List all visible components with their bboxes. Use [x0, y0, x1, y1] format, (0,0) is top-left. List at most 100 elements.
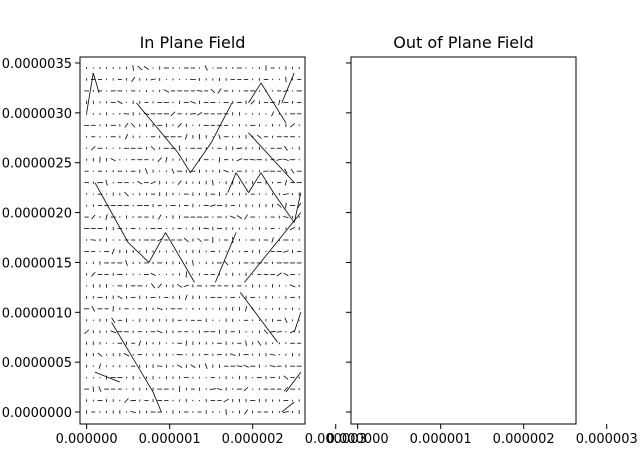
field-arrow: [143, 66, 149, 70]
field-arrow: [236, 215, 243, 219]
field-arrow: [98, 386, 102, 392]
field-arrow: [284, 168, 288, 174]
field-streak: [293, 192, 302, 223]
field-arrow: [124, 122, 129, 128]
right-plot-frame: [350, 56, 577, 425]
field-arrow: [244, 409, 249, 415]
field-arrow: [150, 181, 156, 185]
field-arrow: [283, 89, 289, 92]
field-streak: [227, 172, 237, 193]
field-arrow: [157, 283, 162, 289]
field-arrow: [196, 112, 203, 116]
field-arrow: [283, 375, 289, 380]
x-tick-label: 0.000000: [56, 432, 118, 447]
field-arrow: [243, 386, 249, 392]
field-arrow: [130, 410, 136, 414]
field-arrow: [177, 123, 182, 128]
field-arrow: [197, 237, 202, 243]
field-arrow: [289, 226, 296, 231]
field-arrow: [283, 272, 289, 277]
field-streak: [127, 242, 150, 263]
field-streak: [177, 152, 191, 173]
field-arrow: [150, 146, 156, 151]
field-arrow: [230, 215, 236, 219]
y-tick-label: 0.0000010: [2, 306, 72, 321]
field-arrow: [269, 365, 276, 368]
field-arrow: [157, 238, 163, 242]
field-arrow: [157, 214, 162, 220]
field-arrow: [210, 204, 216, 207]
field-arrow: [218, 134, 221, 140]
field-arrow: [117, 100, 123, 105]
field-streak: [152, 391, 162, 413]
field-arrow: [138, 340, 142, 346]
y-tick-label: 0.0000030: [2, 107, 72, 122]
field-streak: [136, 102, 179, 153]
field-arrow: [91, 214, 96, 220]
field-arrow: [110, 158, 116, 162]
field-arrow: [91, 272, 96, 277]
field-arrow: [189, 113, 196, 115]
y-tick-label: 0.0000005: [2, 356, 72, 371]
field-arrow: [216, 387, 223, 391]
field-streak: [94, 371, 121, 383]
y-tick-label: 0.0000000: [2, 406, 72, 421]
field-arrow: [98, 363, 102, 369]
field-streak: [244, 212, 302, 283]
field-arrow: [165, 156, 168, 163]
field-arrow: [203, 227, 209, 230]
field-streak: [111, 322, 154, 393]
field-streak: [260, 172, 274, 193]
field-arrow: [150, 78, 156, 81]
field-arrow: [125, 260, 128, 266]
field-arrow: [117, 295, 123, 300]
field-arrow: [223, 169, 229, 173]
field-arrow: [157, 157, 162, 163]
field-arrow: [283, 145, 288, 151]
field-arrow: [143, 112, 150, 116]
field-arrow: [156, 330, 163, 334]
field-arrow: [178, 145, 181, 152]
field-arrow: [184, 133, 188, 140]
field-arrow: [137, 65, 143, 71]
field-arrow: [204, 65, 208, 71]
field-arrow: [124, 398, 129, 403]
field-streak: [214, 232, 237, 283]
field-streak: [148, 232, 166, 263]
left-plot-title: In Plane Field: [140, 33, 246, 52]
field-streak: [190, 142, 212, 173]
field-arrow: [236, 147, 243, 149]
field-arrow: [183, 284, 189, 287]
field-arrow: [283, 216, 289, 219]
field-arrow: [177, 283, 183, 288]
field-arrow: [183, 237, 189, 243]
field-arrow: [263, 329, 269, 335]
x-tick-label: 0.000001: [410, 432, 472, 447]
field-arrow: [282, 193, 289, 196]
field-arrow: [137, 180, 143, 185]
field-arrow: [124, 134, 129, 140]
field-arrow: [250, 100, 255, 105]
field-arrow: [151, 283, 156, 289]
field-streak: [248, 132, 295, 183]
y-tick-label: 0.0000015: [2, 256, 72, 271]
x-tick-label: 0.000003: [576, 432, 638, 447]
left-vector-field: [84, 65, 302, 415]
right-y-axis: [346, 62, 351, 413]
field-arrow: [223, 398, 229, 403]
field-arrow: [111, 248, 115, 255]
field-arrow: [123, 352, 130, 357]
field-arrow: [236, 158, 243, 162]
field-arrow: [283, 158, 289, 161]
x-tick-label: 0.000002: [493, 432, 555, 447]
right-plot-title: Out of Plane Field: [393, 33, 534, 52]
field-arrow: [230, 353, 236, 356]
field-arrow: [177, 364, 183, 368]
x-tick-label: 0.000000: [327, 432, 389, 447]
field-arrow: [244, 214, 248, 220]
field-arrow: [144, 168, 148, 175]
field-arrow: [223, 260, 229, 266]
field-arrow: [92, 386, 94, 392]
field-arrow: [192, 260, 194, 266]
field-streak: [165, 232, 195, 283]
